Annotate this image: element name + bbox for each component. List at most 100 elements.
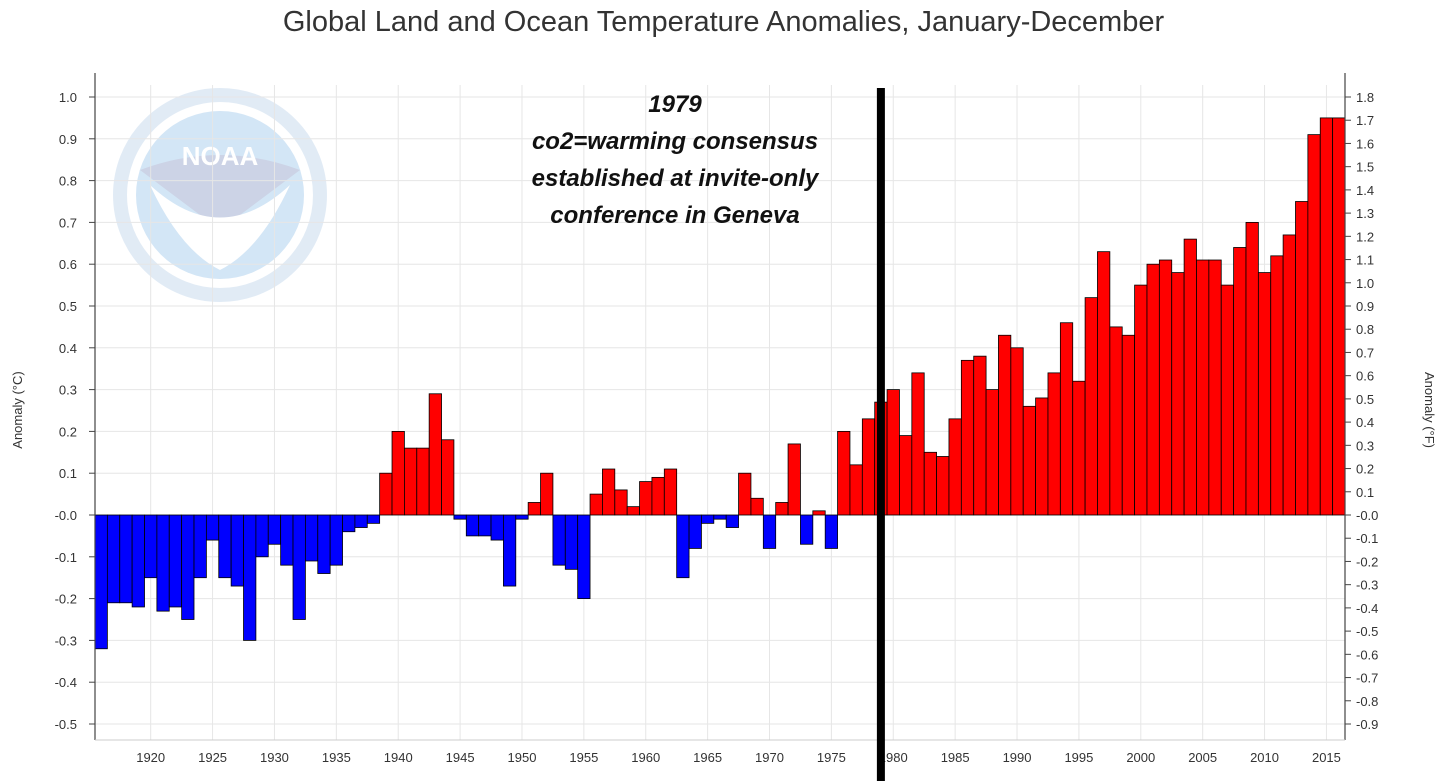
bar-1958 xyxy=(614,489,628,516)
y-tick-right: 1.7 xyxy=(1356,113,1374,128)
bar-1948 xyxy=(490,514,504,541)
bar-2016 xyxy=(1332,117,1346,516)
bar-1992 xyxy=(1035,397,1049,516)
bar-series xyxy=(94,117,1346,650)
x-tick-1960: 1960 xyxy=(631,750,660,765)
y-tick-right: 0.1 xyxy=(1356,485,1374,500)
y-tick-left: 0.2 xyxy=(59,424,77,439)
bar-2008 xyxy=(1233,247,1247,516)
noaa-watermark-logo: NOAA xyxy=(113,88,327,302)
y-tick-left: 0.4 xyxy=(59,341,77,356)
y-tick-left: 0.9 xyxy=(59,132,77,147)
bar-1964 xyxy=(688,514,702,549)
x-tick-1935: 1935 xyxy=(322,750,351,765)
annotation-line-3: established at invite-only xyxy=(532,165,820,192)
bar-2009 xyxy=(1245,221,1259,516)
y-tick-right: 1.2 xyxy=(1356,229,1374,244)
bar-1956 xyxy=(589,493,603,516)
y-tick-right: -0.3 xyxy=(1356,578,1378,593)
annotation: 1979 co2=warming consensus established a… xyxy=(532,88,885,781)
axes xyxy=(94,73,1346,741)
bar-1969 xyxy=(750,497,764,516)
bar-1961 xyxy=(651,476,665,516)
bar-2002 xyxy=(1158,259,1173,516)
y-tick-left: 0.1 xyxy=(59,466,77,481)
y-tick-right: 0.9 xyxy=(1356,299,1374,314)
y-tick-left: -0.1 xyxy=(55,550,77,565)
x-tick-1970: 1970 xyxy=(755,750,784,765)
chart-title: Global Land and Ocean Temperature Anomal… xyxy=(282,6,1165,38)
y-tick-right: 0.6 xyxy=(1356,369,1374,384)
bar-1960 xyxy=(639,481,653,516)
bar-1972 xyxy=(787,443,801,516)
bar-1970 xyxy=(762,514,777,549)
y-tick-right: -0.7 xyxy=(1356,671,1378,686)
bar-1993 xyxy=(1047,372,1061,516)
bar-1968 xyxy=(738,472,752,516)
bar-1929 xyxy=(255,514,269,558)
bar-1932 xyxy=(292,514,306,620)
bar-1967 xyxy=(725,514,739,528)
x-tick-1990: 1990 xyxy=(1003,750,1032,765)
bar-1998 xyxy=(1109,326,1123,516)
y-tick-right: 0.7 xyxy=(1356,345,1374,360)
y-tick-left: 0.5 xyxy=(59,299,77,314)
bar-1921 xyxy=(156,514,170,612)
y-tick-left: -0.0 xyxy=(55,508,77,523)
bar-2005 xyxy=(1196,259,1210,516)
bar-1978 xyxy=(861,418,876,516)
bar-1919 xyxy=(131,514,145,608)
bar-1944 xyxy=(441,439,455,516)
bar-1942 xyxy=(416,447,430,516)
x-tick-2000: 2000 xyxy=(1126,750,1155,765)
bar-1974 xyxy=(812,510,826,516)
bar-1940 xyxy=(391,430,405,516)
bar-1922 xyxy=(168,514,183,608)
bar-1939 xyxy=(379,472,393,516)
y-tick-right: 0.2 xyxy=(1356,462,1374,477)
bar-1951 xyxy=(527,502,541,516)
y-tick-right: 1.5 xyxy=(1356,160,1374,175)
bar-1938 xyxy=(366,514,381,524)
bar-1954 xyxy=(564,514,579,570)
x-tick-1950: 1950 xyxy=(508,750,537,765)
bar-1952 xyxy=(540,472,554,516)
bar-2015 xyxy=(1319,117,1334,516)
bar-2007 xyxy=(1220,284,1235,516)
x-axis-ticks: 1920 1925 1930 1935 1940 1945 1950 1955 1960 1965… xyxy=(136,750,1341,765)
bar-1976 xyxy=(837,430,851,516)
bar-1963 xyxy=(676,514,690,579)
bar-2001 xyxy=(1146,263,1160,516)
x-tick-1955: 1955 xyxy=(569,750,598,765)
bar-1937 xyxy=(354,514,368,528)
bar-2010 xyxy=(1257,272,1272,516)
y-axis-right-ticks: 1.8 1.7 1.6 1.5 1.4 1.3 1.2 1.1 1.0 0.9 0.8 0.7 0.6 0… xyxy=(1345,90,1378,732)
bar-1985 xyxy=(948,418,962,516)
bar-1975 xyxy=(824,514,838,549)
bar-1947 xyxy=(478,514,492,537)
bar-1916 xyxy=(94,514,108,650)
bar-1949 xyxy=(503,514,517,587)
y-tick-left: -0.4 xyxy=(55,675,77,690)
bar-1920 xyxy=(144,514,158,579)
bar-1990 xyxy=(1010,347,1024,516)
noaa-watermark-text: NOAA xyxy=(182,141,259,171)
bar-1923 xyxy=(181,514,195,620)
bar-1957 xyxy=(602,468,616,516)
bar-2013 xyxy=(1295,201,1309,516)
y-tick-right: -0.6 xyxy=(1356,647,1378,662)
bar-2000 xyxy=(1134,284,1148,516)
x-tick-1930: 1930 xyxy=(260,750,289,765)
bar-1959 xyxy=(626,506,640,516)
y-axis-left-label: Anomaly (°C) xyxy=(10,371,25,448)
y-tick-right: 1.1 xyxy=(1356,253,1374,268)
bar-1917 xyxy=(106,514,121,604)
y-tick-right: 1.8 xyxy=(1356,90,1374,105)
annotation-line-1: 1979 xyxy=(648,91,702,118)
bar-1973 xyxy=(800,514,814,545)
bar-2003 xyxy=(1171,272,1185,516)
bar-2011 xyxy=(1270,255,1284,516)
y-tick-right: 1.3 xyxy=(1356,206,1374,221)
y-tick-left: 0.6 xyxy=(59,257,77,272)
